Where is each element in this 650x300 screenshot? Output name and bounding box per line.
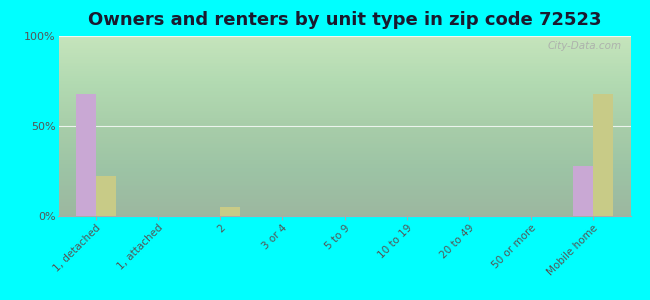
Text: City-Data.com: City-Data.com [548,41,622,51]
Bar [76,94,96,216]
Bar [220,207,240,216]
Bar [593,94,613,216]
Bar [573,166,593,216]
Title: Owners and renters by unit type in zip code 72523: Owners and renters by unit type in zip c… [88,11,601,29]
Bar [96,176,116,216]
